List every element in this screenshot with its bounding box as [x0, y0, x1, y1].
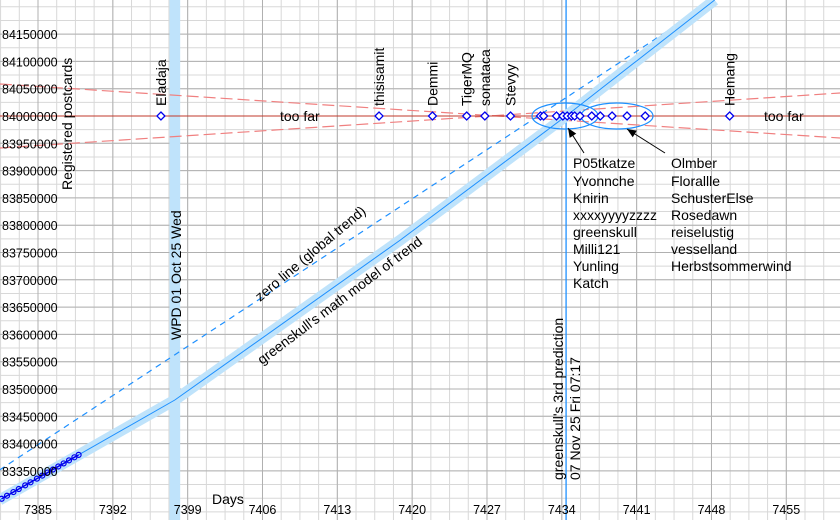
arrow-left-cluster-head [568, 128, 577, 138]
observed-point [49, 466, 57, 473]
x-tick-label: 7441 [623, 503, 651, 517]
y-tick-label: 83800000 [2, 219, 58, 233]
y-tick-label: 83950000 [2, 137, 58, 151]
guess-label: Demmi [424, 62, 440, 106]
y-tick-label: 83500000 [2, 383, 58, 397]
wpd-band [169, 0, 181, 520]
cluster-right-point [607, 111, 617, 121]
y-tick-label: 84150000 [2, 28, 58, 42]
guess-point [427, 111, 438, 121]
cluster-name: greenskull [573, 224, 637, 240]
cluster-left-point [551, 111, 562, 121]
y-tick-label: 84000000 [2, 110, 58, 124]
x-tick-label: 7413 [323, 503, 351, 517]
observed-point [33, 475, 41, 482]
trend-model-label: greenskull's math model of trend [254, 233, 425, 367]
guess-label: Eladaja [153, 59, 169, 106]
guess-point [479, 111, 490, 121]
guess-point [156, 111, 166, 121]
observed-point [27, 479, 34, 486]
cluster-name: Olmber [671, 155, 717, 171]
cluster-right-point [595, 111, 606, 121]
observed-point [22, 482, 29, 489]
observed-point [10, 488, 17, 496]
y-tick-label: 83900000 [2, 165, 58, 179]
y-tick-label: 83400000 [2, 438, 58, 452]
guess-label: Hemang [722, 53, 738, 106]
wpd-label: WPD 01 Oct 25 Wed [168, 210, 184, 340]
too-far-right: too far [764, 108, 804, 124]
observed-point [0, 495, 5, 502]
y-tick-label: 83350000 [2, 465, 58, 479]
cluster-name: vesselland [671, 241, 737, 257]
cluster-right-point [622, 111, 632, 121]
prediction-label: greenskull's 3rd prediction [550, 318, 566, 480]
cluster-left-point [538, 111, 549, 121]
x-tick-label: 7399 [174, 503, 202, 517]
x-tick-label: 7385 [24, 503, 52, 517]
guess-point [505, 111, 516, 121]
guess-label: sonataca [477, 49, 493, 106]
y-tick-label: 83550000 [2, 356, 58, 370]
cluster-name: Rosedawn [671, 207, 737, 223]
too-far-left: too far [280, 108, 320, 124]
cluster-name: P05tkatze [573, 155, 635, 171]
y-tick-label: 83600000 [2, 328, 58, 342]
observed-point [65, 457, 73, 464]
x-axis-label: Days [212, 491, 244, 507]
cluster-right-point [640, 111, 651, 121]
guess-label: TigerMQ [459, 52, 475, 106]
x-tick-label: 7420 [398, 503, 426, 517]
cluster-name: Katch [573, 275, 609, 291]
y-tick-label: 83450000 [2, 410, 58, 424]
cluster-name: reiselustig [671, 224, 734, 240]
cluster-name: SchusterElse [671, 190, 754, 206]
arrow-right-cluster-head [627, 129, 637, 138]
cluster-left-point [575, 111, 585, 121]
y-tick-label: 83650000 [2, 301, 58, 315]
observed-point [39, 472, 46, 479]
y-tick-label: 83850000 [2, 192, 58, 206]
cluster-name: Yunling [573, 258, 619, 274]
guess-label: thisisamit [371, 48, 387, 106]
x-tick-label: 7434 [548, 503, 576, 517]
trend-line [0, 0, 715, 501]
x-tick-label: 7406 [249, 503, 277, 517]
guess-point [374, 111, 384, 121]
observed-point [44, 469, 51, 476]
cluster-name: Yvonnche [573, 173, 635, 189]
y-tick-label: 84050000 [2, 83, 58, 97]
observed-point [60, 460, 67, 467]
cluster-name: Knirin [573, 190, 609, 206]
prediction-date: 07 Nov 25 Fri 07:17 [567, 357, 583, 480]
guess-point [724, 111, 735, 121]
guess-point [461, 111, 472, 121]
cluster-name: Milli121 [573, 241, 621, 257]
x-tick-label: 7448 [698, 503, 726, 517]
cluster-name: Florallle [671, 173, 720, 189]
tolerance-line-lower [0, 92, 840, 149]
cluster-name: xxxxyyyyzzzz [573, 207, 657, 223]
tolerance-line-upper [0, 83, 840, 139]
observed-point [55, 463, 62, 470]
y-tick-label: 84100000 [2, 55, 58, 69]
cluster-name: Herbstsommerwind [671, 258, 792, 274]
observed-point [15, 485, 22, 493]
observed-point [75, 451, 82, 458]
x-tick-label: 7455 [772, 503, 800, 517]
cluster-right-names: Olmber Florallle SchusterElse Rosedawn r… [671, 155, 792, 274]
x-tick-label: 7392 [99, 503, 127, 517]
x-tick-label: 7427 [473, 503, 501, 517]
guess-label: Stevyy [502, 64, 518, 106]
y-axis-label: Registered postcards [59, 58, 75, 190]
guess-labels: Eladaja thisisamit Demmi TigerMQ sonataca Ste… [153, 48, 738, 106]
y-tick-label: 83700000 [2, 274, 58, 288]
cluster-left-names: P05tkatze Yvonnche Knirin xxxxyyyyzzzz g… [573, 155, 657, 291]
cluster-right-point [586, 111, 597, 121]
y-tick-label: 83750000 [2, 247, 58, 261]
observed-point [3, 492, 11, 499]
